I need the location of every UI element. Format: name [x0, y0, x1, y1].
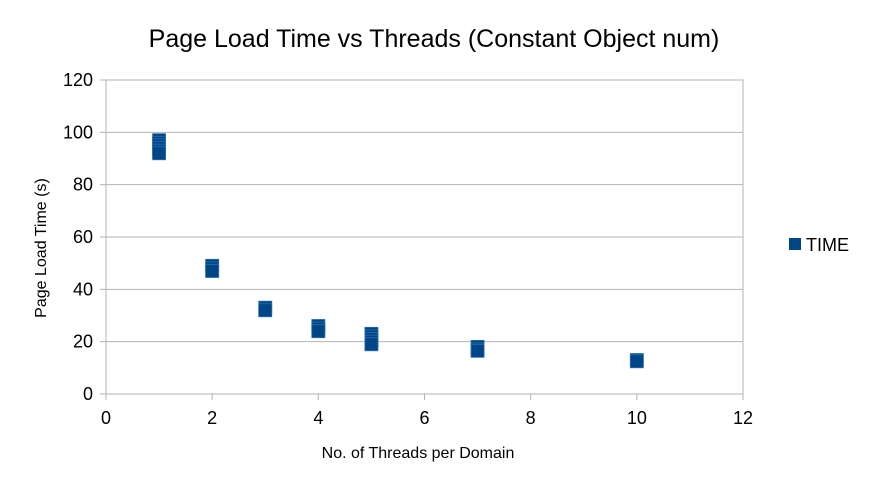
y-tick-label: 100: [63, 122, 93, 142]
x-tick-label: 10: [627, 408, 647, 428]
data-point: [258, 303, 273, 318]
data-point: [629, 354, 644, 369]
data-point: [470, 343, 485, 358]
x-tick-label: 0: [101, 408, 111, 428]
y-tick-label: 0: [83, 384, 93, 404]
y-tick-label: 120: [63, 70, 93, 90]
data-point: [205, 264, 220, 278]
chart-title: Page Load Time vs Threads (Constant Obje…: [149, 25, 720, 53]
legend-marker-time: [789, 238, 801, 250]
x-tick-label: 4: [313, 408, 323, 428]
x-tick-label: 6: [419, 408, 429, 428]
y-axis-label: Page Load Time (s): [33, 178, 50, 318]
y-tick-label: 20: [73, 332, 93, 352]
grid-layer: [100, 79, 744, 400]
x-tick-label: 12: [733, 408, 753, 428]
data-point: [364, 337, 379, 352]
data-point: [152, 146, 166, 161]
tick-labels: 0 20 40 60 80 100 120 0 2 4 6 8 10 12: [63, 70, 753, 428]
data-points: [152, 133, 644, 369]
x-tick-label: 2: [207, 408, 217, 428]
legend: TIME: [789, 235, 849, 255]
y-tick-label: 60: [73, 227, 93, 247]
legend-label-time: TIME: [806, 235, 849, 255]
y-tick-label: 80: [73, 175, 93, 195]
plot-area-frame: [105, 79, 744, 395]
x-tick-label: 8: [526, 408, 536, 428]
y-tick-label: 40: [73, 279, 93, 299]
data-point: [311, 324, 326, 339]
x-axis-label: No. of Threads per Domain: [322, 445, 515, 462]
